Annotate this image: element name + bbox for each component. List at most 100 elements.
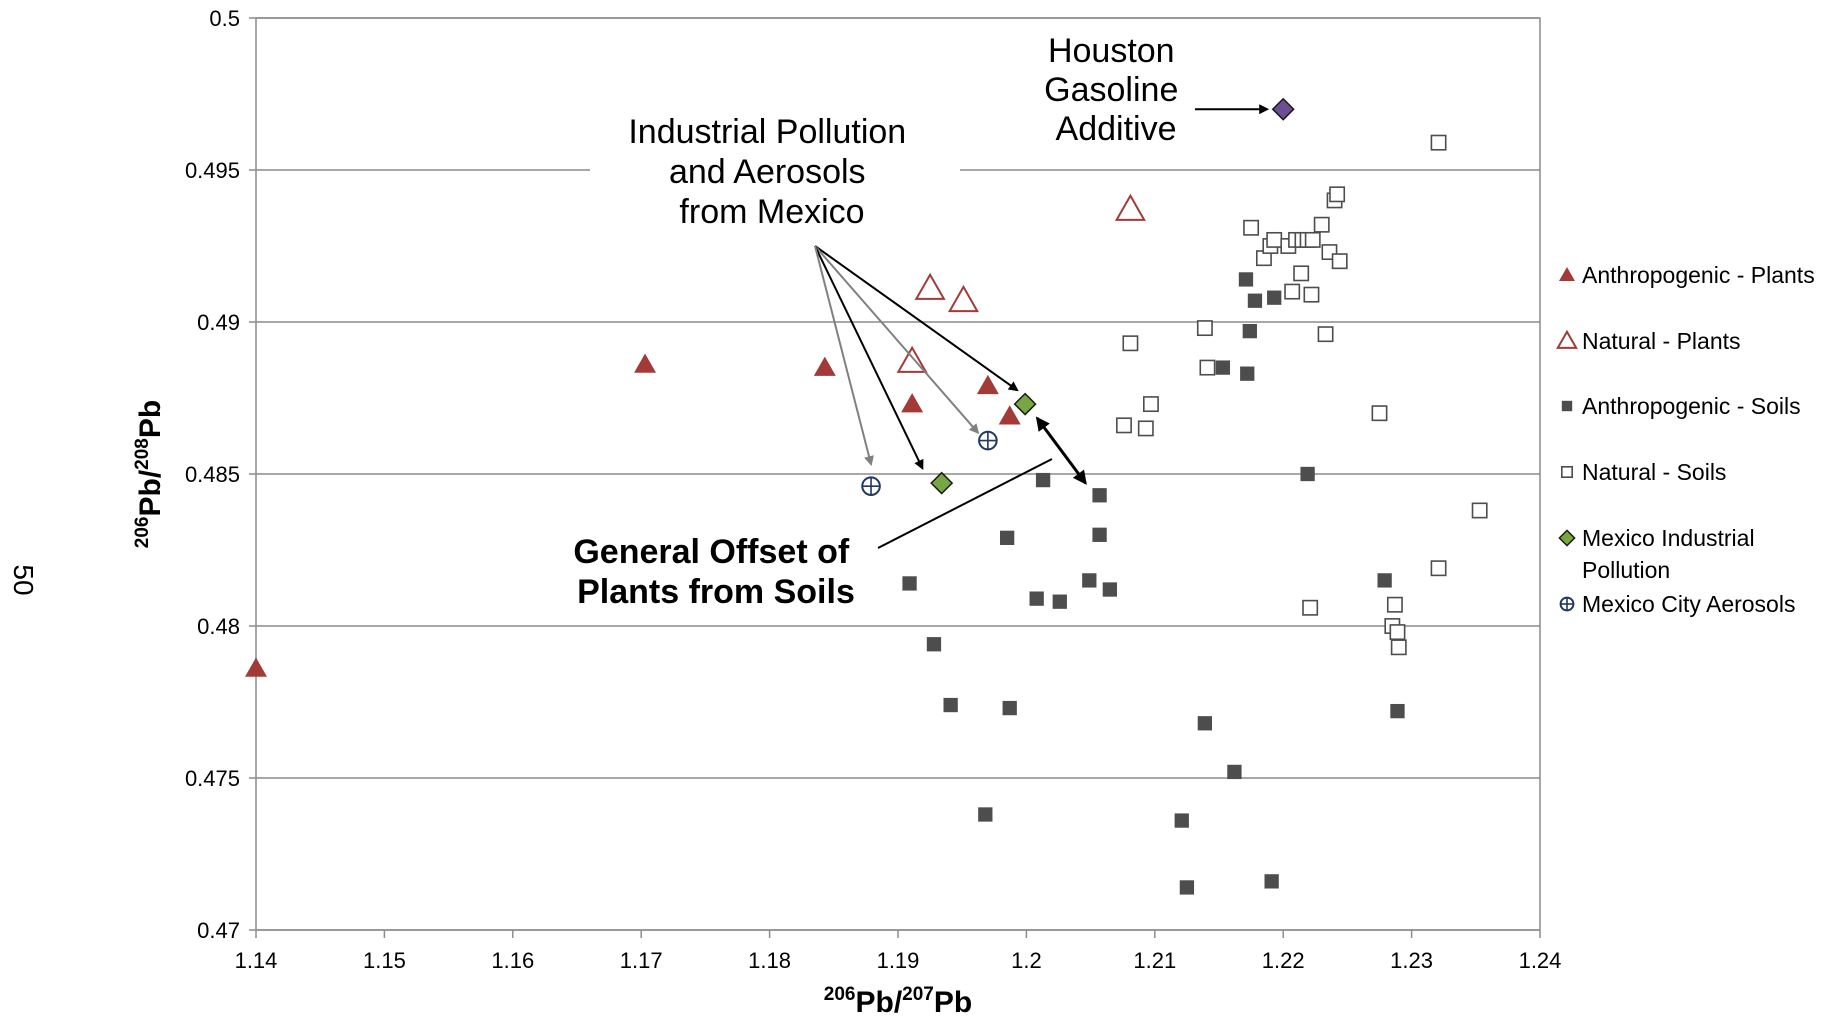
data-point-square-filled <box>1227 764 1242 780</box>
data-point-triangle-filled <box>813 356 836 376</box>
data-points <box>245 97 1488 895</box>
offset-pointer-line <box>877 458 1053 549</box>
data-point-square-filled <box>1092 488 1107 503</box>
data-point-square-filled <box>1082 573 1097 588</box>
data-point-square-open <box>1196 320 1213 337</box>
marker-shape <box>978 807 993 822</box>
marker-shape <box>1137 420 1154 437</box>
data-point-triangle-open <box>1114 193 1146 221</box>
data-point-circle-cross <box>861 476 881 496</box>
marker-shape <box>1013 392 1037 416</box>
marker-shape <box>1313 216 1330 233</box>
marker-shape <box>1052 594 1067 609</box>
marker-shape <box>1242 323 1257 339</box>
data-point-square-filled <box>1561 400 1573 412</box>
marker-shape <box>1558 529 1576 547</box>
marker-shape <box>1116 417 1132 434</box>
x-tick-label: 1.16 <box>491 948 534 973</box>
data-point-triangle-open <box>1556 329 1578 349</box>
x-tick-label: 1.21 <box>1133 948 1176 973</box>
offset-double-arrow <box>1035 416 1087 485</box>
marker-shape <box>914 272 946 300</box>
annotation-arrow <box>814 245 1019 392</box>
marker-shape <box>1243 219 1260 236</box>
marker-shape <box>901 393 924 413</box>
data-point-square-filled <box>1197 716 1213 731</box>
data-point-diamond-filled <box>1271 97 1295 121</box>
data-point-diamond-filled <box>1013 392 1037 416</box>
data-point-square-open <box>1390 639 1407 656</box>
data-point-square-open <box>1284 283 1301 300</box>
marker-shape <box>1302 599 1319 616</box>
marker-shape <box>1029 591 1044 606</box>
x-tick-label: 1.2 <box>1011 948 1042 973</box>
annotation-arrow <box>814 245 874 467</box>
x-tick-label: 1.23 <box>1390 948 1433 973</box>
data-point-square-filled <box>1238 272 1254 287</box>
marker-shape <box>1386 596 1403 613</box>
legend-marker-triangle-open <box>1556 329 1578 349</box>
data-point-triangle-filled <box>901 393 924 413</box>
x-axis-label: 206Pb/207Pb <box>824 984 972 1019</box>
x-tick-label: 1.19 <box>877 948 920 973</box>
legend-label-line: Mexico Industrial <box>1582 525 1755 551</box>
x-tick-label: 1.14 <box>235 948 278 973</box>
data-point-square-filled <box>1052 594 1067 609</box>
x-axis-ticks: 1.14 1.15 1.16 1.17 1.18 1.19 1.2 1.21 1.22 1.23 1… <box>235 930 1561 973</box>
marker-shape <box>1377 573 1392 588</box>
marker-shape <box>1471 502 1488 519</box>
marker-shape <box>1092 488 1107 503</box>
marker-shape <box>1331 253 1348 270</box>
annotation-arrow <box>814 245 924 470</box>
marker-shape <box>999 530 1015 545</box>
data-point-square-filled <box>978 807 993 822</box>
marker-shape <box>1300 466 1315 482</box>
data-point-square-filled <box>1029 591 1044 606</box>
data-point-square-open <box>1386 596 1403 613</box>
marker-shape <box>998 405 1021 425</box>
data-point-square-open <box>1471 502 1488 519</box>
data-point-triangle-filled <box>1559 267 1575 281</box>
data-point-diamond-filled <box>930 471 954 495</box>
marker-shape <box>1271 97 1295 121</box>
marker-shape <box>902 576 917 591</box>
data-point-triangle-open <box>947 284 980 313</box>
legend-marker-square-filled <box>1561 400 1573 412</box>
data-point-square-open <box>1122 335 1139 352</box>
y-tick-label: 0.5 <box>209 6 240 31</box>
legend-label-line: Pollution <box>1582 557 1670 583</box>
data-point-square-open <box>1116 417 1132 434</box>
marker-shape <box>1240 366 1255 381</box>
marker-shape <box>943 697 958 713</box>
marker-shape <box>930 471 954 495</box>
data-point-square-open <box>1561 465 1574 478</box>
marker-shape <box>245 657 267 677</box>
marker-shape <box>1035 472 1051 488</box>
data-point-square-filled <box>1035 472 1051 488</box>
marker-shape <box>926 637 942 652</box>
legend-item-mexico-industrial-pollution: Mexico Industrial Pollution <box>1558 525 1755 583</box>
data-point-square-filled <box>1390 703 1405 719</box>
data-point-square-filled <box>1240 366 1255 381</box>
marker-shape <box>1102 582 1118 597</box>
y-tick-label: 0.495 <box>185 158 240 183</box>
marker-shape <box>1556 329 1578 349</box>
legend-label: Anthropogenic - Soils <box>1582 393 1801 419</box>
annotation-general-offset: General Offset of Plants from Soils <box>573 533 858 611</box>
data-point-square-filled <box>1377 573 1392 588</box>
marker-shape <box>1371 405 1388 422</box>
marker-shape <box>1238 272 1254 287</box>
x-tick-label: 1.15 <box>363 948 406 973</box>
data-point-square-filled <box>943 697 958 713</box>
data-point-square-open <box>1304 231 1321 248</box>
y-tick-label: 0.48 <box>197 614 240 639</box>
legend-item-mexico-city-aerosols: Mexico City Aerosols <box>1559 591 1795 617</box>
data-point-square-open <box>1430 134 1447 151</box>
marker-shape <box>1082 573 1097 588</box>
marker-shape <box>1561 465 1574 478</box>
data-point-square-open <box>1293 265 1310 282</box>
legend-item-anthropogenic-plants: Anthropogenic - Plants <box>1559 262 1815 288</box>
marker-shape <box>1215 360 1231 375</box>
data-point-square-open <box>1331 253 1348 270</box>
legend-marker-square-open <box>1561 465 1574 478</box>
